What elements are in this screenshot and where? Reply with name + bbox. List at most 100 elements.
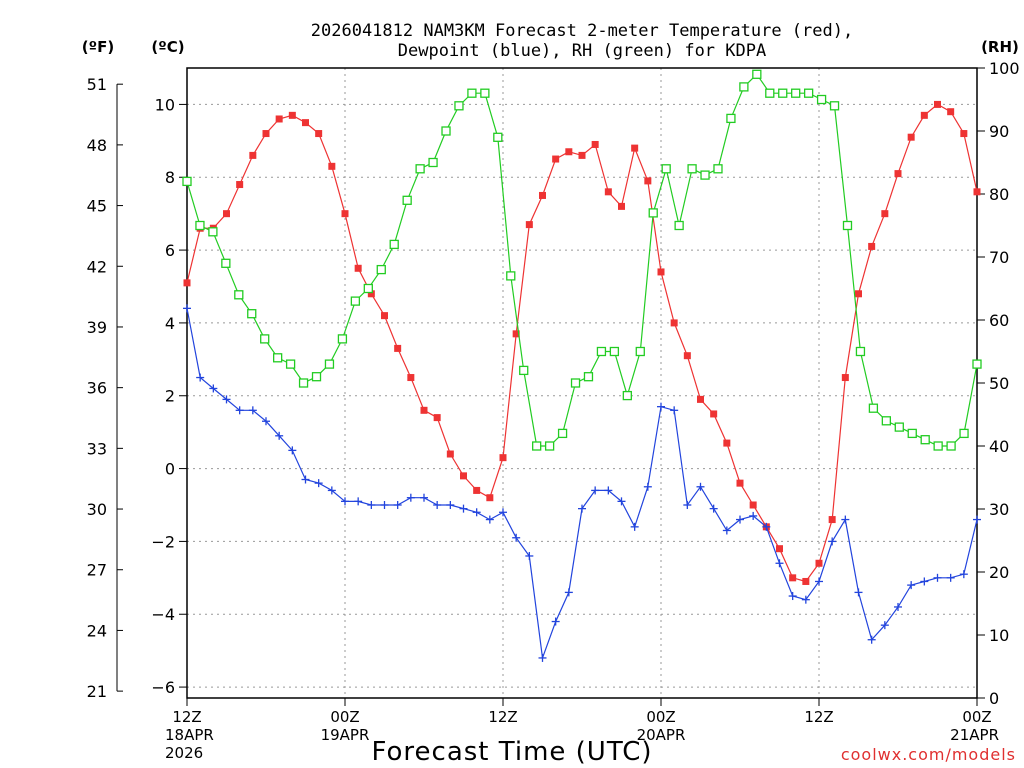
celsius-tick-label: 4: [165, 314, 175, 333]
dewpoint-point: [801, 595, 810, 604]
dewpoint-point: [301, 475, 310, 484]
dewpoint-point: [485, 515, 494, 524]
celsius-tick-label: −6: [151, 678, 175, 697]
chart-title-line1: 2026041812 NAM3KM Forecast 2-meter Tempe…: [311, 21, 853, 41]
dewpoint-point: [446, 500, 455, 509]
dewpoint-point: [604, 486, 613, 495]
temperature-point: [960, 130, 968, 138]
fahrenheit-tick-label: 33: [87, 439, 107, 458]
dewpoint-point: [670, 406, 679, 415]
x-tick-date: 21APR: [950, 726, 999, 744]
temperature-point: [947, 108, 955, 116]
dewpoint-point: [288, 446, 297, 455]
rh-point: [324, 359, 335, 369]
dewpoint-point: [512, 533, 521, 542]
temperature-point: [683, 352, 691, 360]
rh-point: [713, 164, 723, 174]
rh-point: [881, 416, 891, 426]
dewpoint-point: [327, 486, 336, 495]
rh-point: [441, 126, 451, 136]
rh-point: [221, 258, 231, 268]
rh-point: [583, 372, 594, 382]
rh-point: [842, 220, 853, 231]
dewpoint-point: [696, 482, 705, 491]
dewpoint-point: [946, 573, 955, 582]
temperature-point: [525, 221, 533, 229]
rh-point: [298, 378, 309, 388]
temperature-point: [973, 188, 981, 196]
rh-point: [661, 164, 671, 174]
dewpoint-point: [959, 570, 968, 579]
temperature-point: [868, 242, 876, 250]
rh-point: [609, 346, 620, 357]
rh-point: [234, 290, 244, 300]
rh-point: [700, 170, 710, 180]
temperature-point: [302, 119, 309, 127]
fahrenheit-tick-label: 30: [87, 500, 107, 519]
plot-frame: [186, 67, 978, 699]
celsius-tick-label: −2: [151, 532, 175, 551]
dewpoint-point: [406, 493, 415, 502]
rh-point: [208, 227, 218, 237]
dewpoint-point: [433, 500, 442, 509]
dewpoint-point: [499, 508, 507, 517]
x-tick-label: 12Z: [172, 708, 201, 726]
dewpoint-point: [275, 431, 284, 440]
temperature-point: [670, 319, 678, 327]
dewpoint-point: [617, 497, 626, 506]
temperature-point: [183, 279, 191, 287]
rh-point: [544, 441, 555, 451]
rh-point: [519, 365, 529, 376]
temperature-point: [328, 162, 336, 170]
dewpoint-point: [591, 486, 600, 495]
rh-point: [765, 88, 775, 98]
temperature-point: [486, 494, 494, 502]
rh-tick-label: 30: [989, 500, 1009, 519]
temperature-point: [407, 374, 415, 382]
temperature-point: [223, 210, 230, 218]
fahrenheit-unit-label: (ºF): [82, 38, 114, 56]
dewpoint-point: [907, 581, 916, 590]
temperature-point: [262, 130, 270, 138]
fahrenheit-tick-label: 45: [87, 197, 107, 216]
temperature-point: [604, 188, 612, 196]
rh-point: [247, 309, 257, 319]
temperature-point: [657, 268, 665, 276]
rh-point: [959, 428, 969, 439]
dewpoint-point: [775, 559, 784, 568]
dewpoint-point: [459, 504, 468, 513]
celsius-tick-label: 10: [155, 95, 175, 114]
dewpoint-point: [578, 504, 586, 513]
rh-point: [739, 82, 749, 92]
celsius-tick-label: 2: [165, 387, 175, 406]
temperature-point: [802, 577, 810, 585]
fahrenheit-tick-label: 21: [87, 682, 107, 701]
fahrenheit-tick-label: 24: [87, 621, 107, 640]
dewpoint-point: [933, 573, 942, 582]
dewpoint-point: [973, 515, 981, 524]
rh-point: [933, 441, 943, 451]
rh-point: [402, 195, 412, 205]
temperature-point: [920, 111, 928, 119]
rh-point: [907, 428, 917, 439]
temperature-point: [934, 100, 941, 108]
dewpoint-point: [867, 635, 876, 644]
rh-point: [946, 441, 956, 451]
x-tick-date: 18APR: [165, 726, 214, 744]
temperature-point: [499, 454, 507, 462]
x-tick-label: 00Z: [330, 708, 359, 726]
dewpoint-point: [314, 479, 323, 488]
temperature-point: [697, 395, 704, 403]
rh-point: [337, 334, 348, 344]
rh-point: [493, 132, 503, 142]
rh-point: [415, 164, 425, 174]
temperature-point: [275, 115, 283, 123]
rh-tick-label: 10: [989, 626, 1009, 645]
temperature-point: [394, 344, 402, 352]
temperature-point: [591, 140, 599, 148]
dewpoint-point: [564, 588, 573, 597]
dewpoint-point: [196, 373, 205, 382]
temperature-point: [723, 439, 731, 447]
